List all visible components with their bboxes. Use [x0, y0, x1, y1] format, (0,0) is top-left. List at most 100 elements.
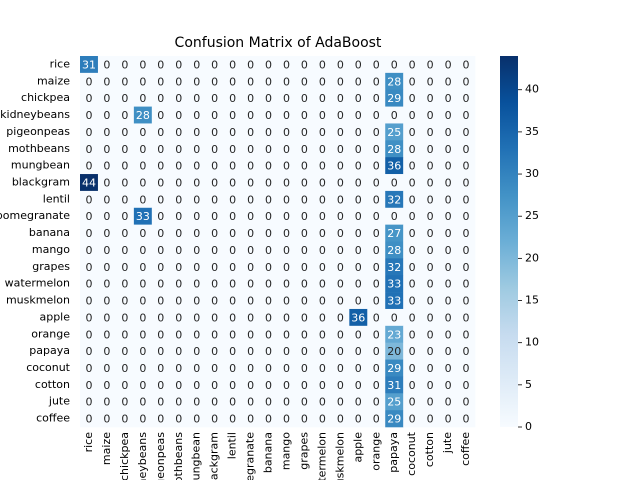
heatmap-cell [403, 190, 422, 209]
cell-label: 0 [319, 311, 326, 324]
cell-label: 0 [229, 126, 236, 139]
cell-label: 0 [355, 109, 362, 122]
cell-label: 0 [139, 295, 146, 308]
cell-label: 0 [229, 58, 236, 71]
heatmap-cell [349, 106, 368, 124]
cell-label: 0 [211, 109, 218, 122]
heatmap-cell [151, 359, 171, 377]
cell-label: 0 [319, 176, 326, 189]
cell-label: 0 [427, 278, 434, 291]
cell-label: 0 [157, 58, 164, 71]
cell-label: 0 [211, 176, 218, 189]
heatmap-cell [259, 123, 278, 141]
cell-label: 0 [85, 345, 92, 358]
cell-label: 0 [121, 143, 128, 156]
heatmap-cell [385, 325, 404, 343]
heatmap-cell [349, 174, 368, 192]
heatmap-cell [277, 376, 296, 394]
cell-label: 0 [337, 311, 344, 324]
cell-label: 0 [373, 278, 380, 291]
colorbar-tick-label: 0 [525, 420, 532, 433]
heatmap-cell [295, 140, 314, 158]
heatmap-cell [151, 376, 171, 394]
heatmap-cell [331, 140, 350, 158]
heatmap-cell [151, 308, 171, 327]
cell-label: 0 [301, 413, 308, 426]
heatmap-cell [151, 241, 171, 259]
heatmap-cell [187, 56, 206, 74]
cell-label: 0 [103, 58, 110, 71]
cell-label: 0 [445, 109, 452, 122]
heatmap-cell [223, 56, 242, 74]
cell-label: 0 [409, 160, 416, 173]
heatmap-cell [205, 292, 224, 310]
heatmap-cell [133, 308, 153, 327]
cell-label: 0 [103, 295, 110, 308]
x-tick-label: muskmelon [333, 432, 346, 480]
heatmap-cell [385, 140, 404, 158]
cell-label: 0 [355, 345, 362, 358]
cell-label: 0 [85, 160, 92, 173]
heatmap-cell [223, 174, 242, 192]
heatmap-cell [97, 325, 117, 343]
cell-label: 33 [387, 295, 401, 308]
cell-label: 0 [427, 261, 434, 274]
cell-label: 0 [301, 193, 308, 206]
heatmap-cell [169, 56, 189, 74]
heatmap-cell [331, 123, 350, 141]
cell-label: 0 [301, 261, 308, 274]
heatmap-cell [259, 292, 278, 310]
cell-label: 0 [157, 193, 164, 206]
heatmap-cell [80, 410, 99, 428]
heatmap-cell [367, 308, 386, 327]
cell-label: 0 [265, 396, 272, 409]
cell-label: 0 [445, 362, 452, 375]
cell-label: 0 [445, 328, 452, 341]
cell-label: 0 [283, 143, 290, 156]
cell-label: 0 [463, 92, 470, 105]
y-tick-label: lentil [43, 192, 70, 205]
cell-label: 0 [409, 328, 416, 341]
cell-label: 0 [283, 345, 290, 358]
heatmap-cell [385, 174, 404, 192]
heatmap-cell [223, 325, 242, 343]
cell-label: 0 [283, 58, 290, 71]
heatmap-cell [241, 157, 260, 175]
heatmap-cell [421, 325, 440, 343]
cell-label: 0 [265, 278, 272, 291]
heatmap-cell [80, 224, 99, 242]
cell-label: 0 [229, 328, 236, 341]
y-tick-label: pigeonpeas [6, 125, 70, 138]
heatmap-cell [97, 174, 117, 192]
y-tick-label: blackgram [12, 175, 70, 188]
cell-label: 0 [445, 92, 452, 105]
heatmap-cell [313, 258, 332, 276]
heatmap-cell [385, 89, 404, 107]
cell-label: 0 [229, 92, 236, 105]
heatmap-cell [439, 140, 458, 158]
cell-label: 0 [409, 143, 416, 156]
cell-label: 0 [229, 413, 236, 426]
heatmap-cell [331, 207, 350, 225]
cell-label: 0 [373, 396, 380, 409]
heatmap-cell [403, 292, 422, 310]
heatmap-cell [403, 207, 422, 225]
heatmap-cell [349, 207, 368, 225]
cell-label: 0 [463, 295, 470, 308]
heatmap-cell [457, 72, 476, 91]
heatmap-cell [403, 140, 422, 158]
cell-label: 0 [301, 176, 308, 189]
heatmap-cell [259, 410, 278, 428]
cell-label: 0 [427, 379, 434, 392]
heatmap-cell [439, 241, 458, 259]
cell-label: 0 [373, 210, 380, 223]
cell-label: 0 [121, 92, 128, 105]
heatmap-cell [80, 157, 99, 175]
cell-label: 0 [337, 413, 344, 426]
heatmap-cell [277, 292, 296, 310]
heatmap-cell [97, 56, 117, 74]
cell-label: 0 [355, 58, 362, 71]
cell-label: 0 [283, 244, 290, 257]
heatmap-cell [385, 410, 404, 428]
cell-label: 0 [265, 244, 272, 257]
